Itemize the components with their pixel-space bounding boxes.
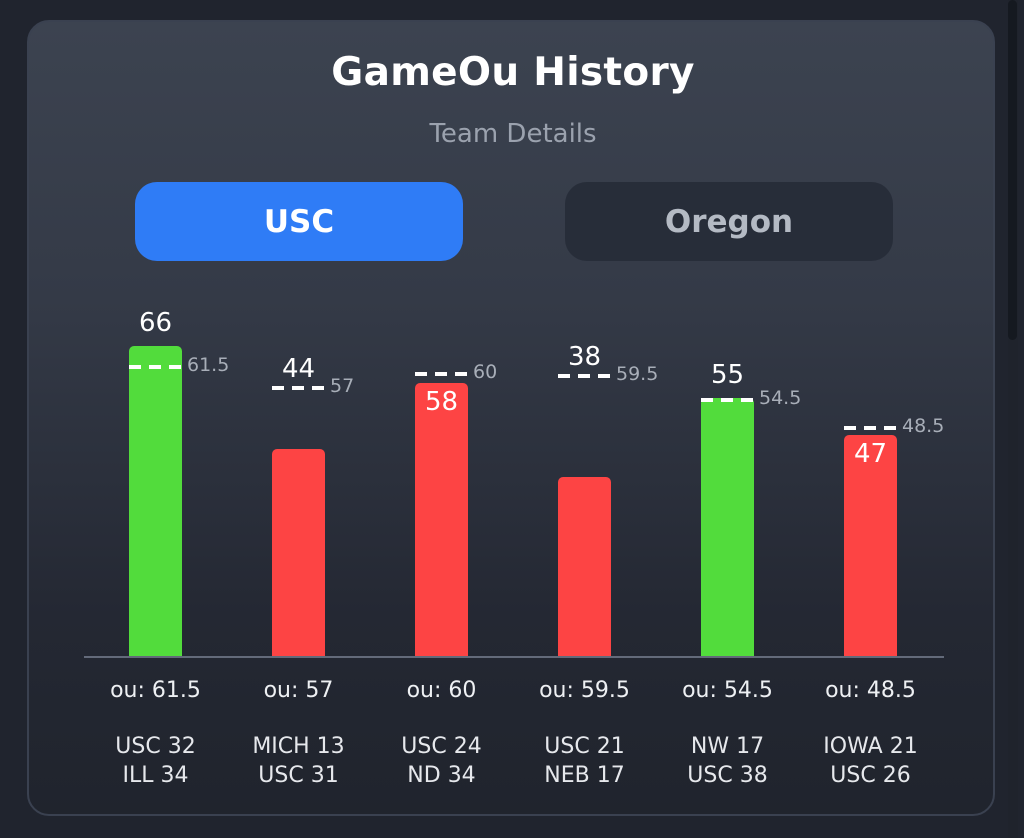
total-points-bar [558,477,611,656]
ou-value-text: ou: 60 [406,678,477,703]
tab-oregon[interactable]: Oregon [565,182,893,261]
score-line-2: USC 38 [687,763,768,788]
game-score: USC 21 NEB 17 [513,732,656,790]
ou-value-text: ou: 61.5 [110,678,201,703]
total-points-label: 66 [138,307,173,338]
tab-oregon-label: Oregon [664,203,794,240]
score-line-2: USC 26 [830,763,911,788]
score-line-1: USC 21 [544,734,625,759]
score-line-1: MICH 13 [252,734,345,759]
total-points-bar [701,397,754,656]
ou-line-label: 48.5 [902,415,945,438]
game-column: 55 54.5 ou: 54.5 NW 17 USC 38 [656,22,801,818]
game-column: 58 60 ou: 60 USC 24 ND 34 [370,22,510,818]
page-title: GameOu History [331,50,695,95]
score-line-1: NW 17 [690,734,765,759]
total-points-bar [844,435,897,656]
ou-dashed-line [558,374,611,379]
score-line-2: ILL 34 [122,763,189,788]
total-points-label: 58 [424,387,459,418]
ou-line-label: 59.5 [616,363,659,386]
ou-value-text: ou: 48.5 [825,678,916,703]
ou-value-text: ou: 54.5 [682,678,773,703]
game-score: NW 17 USC 38 [656,732,799,790]
total-points-label: 47 [853,439,888,470]
total-points-label: 38 [567,342,602,373]
total-points-bar [272,449,325,656]
game-score: USC 24 ND 34 [370,732,513,790]
ou-dashed-line [415,372,468,376]
ou-line-label: 57 [330,375,355,398]
ou-dashed-line [844,426,897,431]
game-column: 47 48.5 ou: 48.5 IOWA 21 USC 26 [799,22,944,818]
ou-line-label: 61.5 [187,353,230,376]
ou-value-text: ou: 59.5 [539,678,630,703]
chart-baseline [84,656,944,658]
score-line-2: USC 31 [258,763,339,788]
score-line-2: NEB 17 [544,763,625,788]
ou-dashed-line [129,364,182,369]
total-points-bar [415,383,468,656]
page-subtitle: Team Details [429,119,597,149]
tab-usc[interactable]: USC [135,182,463,261]
ou-line-label: 54.5 [759,386,802,409]
score-line-2: ND 34 [407,763,476,788]
game-score: MICH 13 USC 31 [227,732,370,790]
scrollbar-thumb[interactable] [1008,0,1017,340]
total-points-label: 44 [281,354,316,385]
total-points-bar [129,345,182,656]
ou-bar-chart: 66 61.5 ou: 61.5 USC 32 ILL 34 44 57 ou:… [29,22,997,818]
tab-usc-label: USC [263,203,335,240]
game-column: 44 57 ou: 57 MICH 13 USC 31 [227,22,367,818]
game-column: 66 61.5 ou: 61.5 USC 32 ILL 34 [84,22,229,818]
score-line-1: USC 32 [115,734,196,759]
score-line-1: USC 24 [401,734,482,759]
ou-dashed-line [272,386,325,391]
total-points-label: 55 [710,359,745,390]
game-score: USC 32 ILL 34 [84,732,227,790]
scrollbar-track[interactable] [1008,0,1018,838]
score-line-1: IOWA 21 [823,734,918,759]
ou-value-text: ou: 57 [263,678,334,703]
game-score: IOWA 21 USC 26 [799,732,942,790]
ou-line-label: 60 [473,361,498,383]
ou-history-card: GameOu History Team Details USC Oregon 6… [27,20,995,816]
game-column: 38 59.5 ou: 59.5 USC 21 NEB 17 [513,22,658,818]
ou-dashed-line [701,397,754,402]
